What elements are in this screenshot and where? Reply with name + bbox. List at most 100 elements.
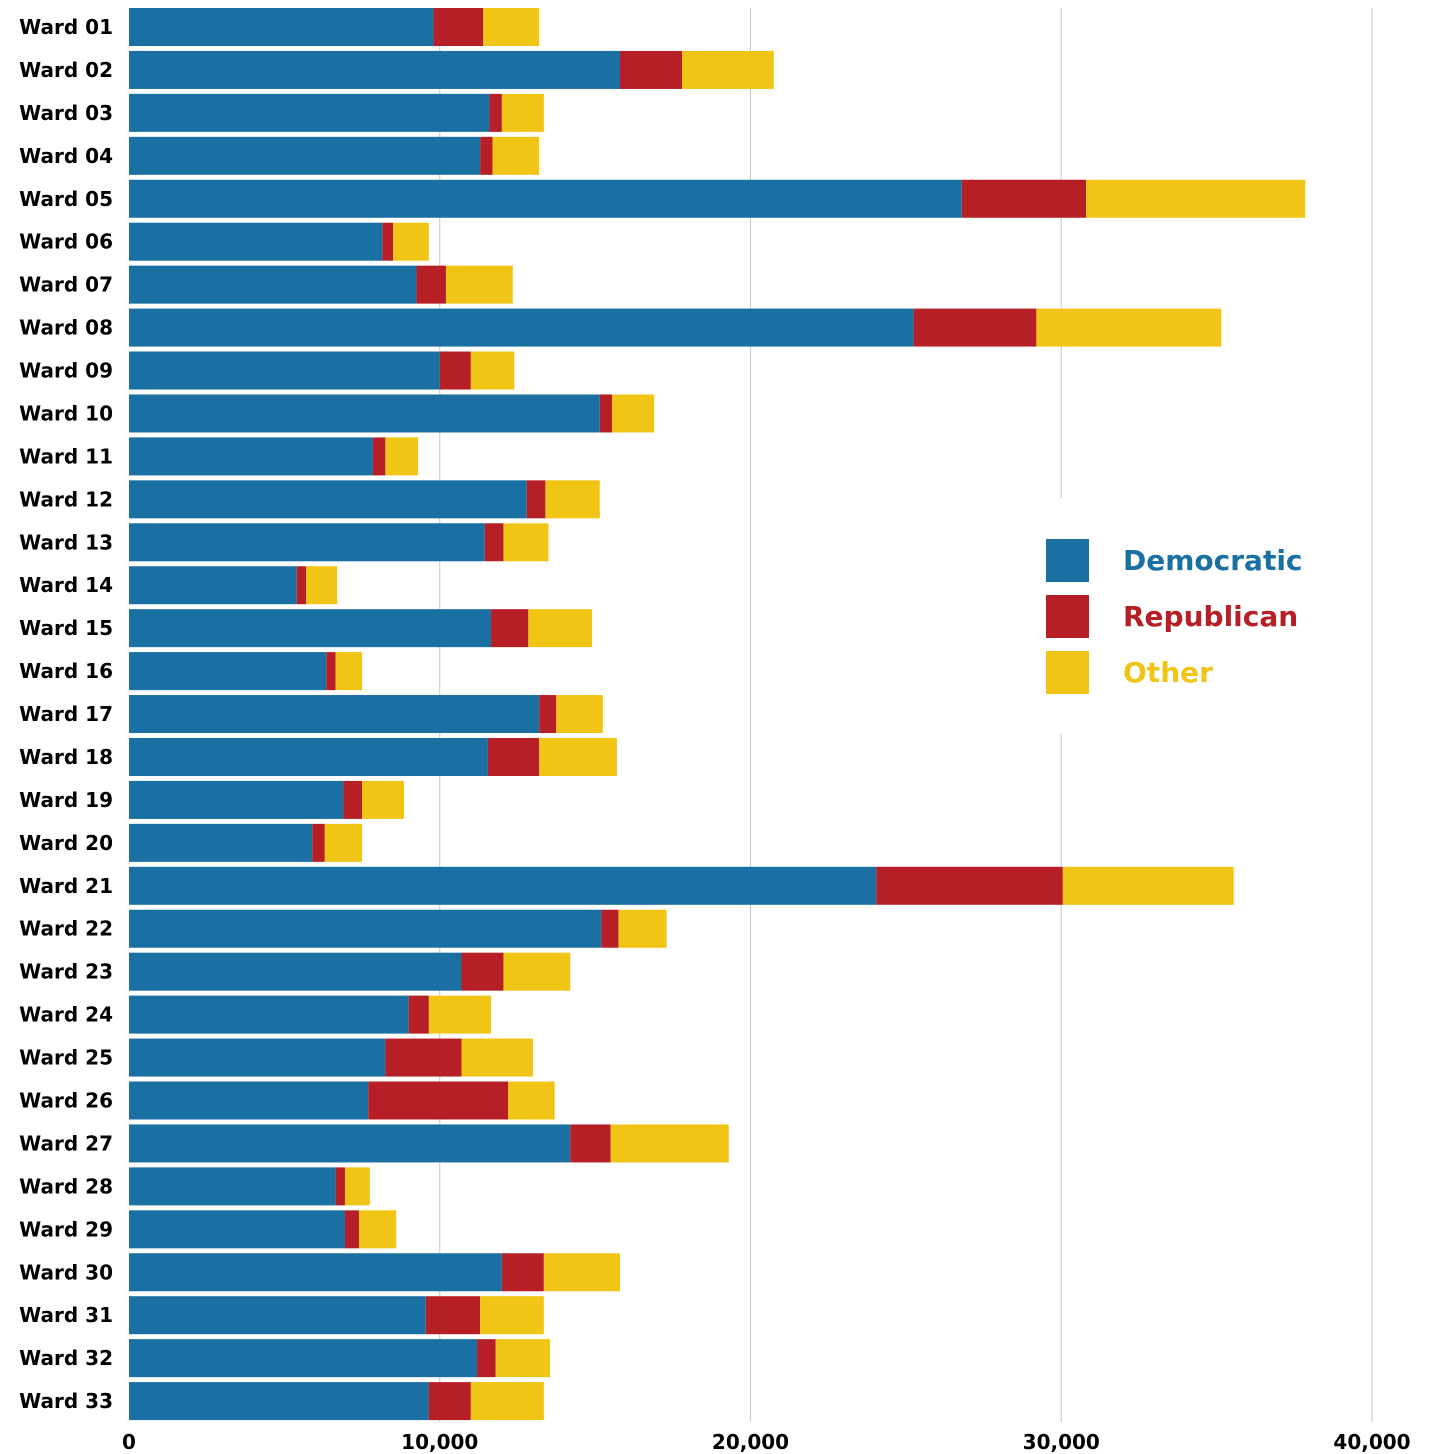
category-label: Ward 14 <box>19 573 113 597</box>
legend-swatch-republican <box>1046 594 1089 638</box>
category-label: Ward 33 <box>19 1389 113 1413</box>
bar-republican <box>372 437 386 476</box>
bar-democratic <box>129 1339 478 1378</box>
bar-democratic <box>129 1081 369 1120</box>
bar-democratic <box>129 523 485 562</box>
bar-democratic <box>129 952 462 991</box>
category-label: Ward 13 <box>19 530 113 554</box>
bar-republican <box>461 952 504 991</box>
category-label: Ward 28 <box>19 1174 113 1198</box>
category-label: Ward 32 <box>19 1346 113 1370</box>
bar-other <box>428 995 492 1034</box>
bar-republican <box>913 308 1037 347</box>
legend-swatch-democratic <box>1046 538 1089 582</box>
bar-republican <box>539 695 557 734</box>
category-label: Ward 29 <box>19 1217 113 1241</box>
bar-republican <box>344 1210 359 1249</box>
category-label: Ward 18 <box>19 745 113 769</box>
bar-other <box>682 50 774 89</box>
bar-democratic <box>129 566 297 605</box>
bar-democratic <box>129 1038 386 1077</box>
bar-republican <box>619 50 683 89</box>
category-label: Ward 02 <box>19 58 113 82</box>
bar-republican <box>408 995 429 1034</box>
x-tick-label: 30,000 <box>1023 1430 1100 1454</box>
category-label: Ward 06 <box>19 230 113 254</box>
bar-other <box>618 909 667 948</box>
bar-republican <box>526 480 546 519</box>
bar-democratic <box>129 695 540 734</box>
category-label: Ward 12 <box>19 487 113 511</box>
bar-other <box>543 1253 620 1292</box>
bar-democratic <box>129 1124 571 1163</box>
bar-other <box>344 1167 370 1206</box>
bars <box>129 8 1306 1421</box>
bar-republican <box>480 136 493 175</box>
bar-democratic <box>129 480 527 519</box>
bar-republican <box>428 1382 471 1421</box>
bar-democratic <box>129 823 313 862</box>
bar-democratic <box>129 437 373 476</box>
category-label: Ward 16 <box>19 659 113 683</box>
legend-label-republican: Republican <box>1123 599 1299 633</box>
bar-republican <box>335 1167 345 1206</box>
bar-other <box>503 523 549 562</box>
category-label: Ward 24 <box>19 1003 113 1027</box>
bar-other <box>362 780 405 819</box>
bar-republican <box>961 179 1087 218</box>
bar-democratic <box>129 8 434 46</box>
bar-democratic <box>129 265 417 304</box>
category-label: Ward 30 <box>19 1260 113 1284</box>
bar-republican <box>385 1038 462 1077</box>
bar-other <box>612 394 655 433</box>
bar-other <box>1086 179 1306 218</box>
category-label: Ward 21 <box>19 874 113 898</box>
bar-democratic <box>129 136 481 175</box>
legend-item-republican: Republican <box>1046 594 1303 638</box>
bar-other <box>610 1124 729 1163</box>
bar-republican <box>876 866 1063 905</box>
bar-democratic <box>129 1210 345 1249</box>
category-label: Ward 09 <box>19 359 113 383</box>
bar-democratic <box>129 1253 502 1292</box>
bar-republican <box>326 652 336 691</box>
bar-other <box>385 437 418 476</box>
category-label: Ward 03 <box>19 101 113 125</box>
x-axis-tick-labels: 0 10,000 20,000 30,000 40,000 <box>122 1430 1411 1454</box>
legend-item-democratic: Democratic <box>1046 538 1303 582</box>
legend-swatch-other <box>1046 650 1089 694</box>
bar-democratic <box>129 909 602 948</box>
bar-other <box>501 93 544 132</box>
bar-other <box>461 1038 533 1077</box>
bar-other <box>480 1296 544 1335</box>
category-label: Ward 04 <box>19 144 113 168</box>
bar-democratic <box>129 1382 429 1421</box>
bar-other <box>470 1382 544 1421</box>
bar-republican <box>425 1296 481 1335</box>
bar-republican <box>601 909 619 948</box>
bar-republican <box>343 780 363 819</box>
bar-democratic <box>129 351 440 390</box>
bar-democratic <box>129 780 344 819</box>
bar-other <box>503 952 571 991</box>
category-label: Ward 11 <box>19 444 113 468</box>
bar-other <box>539 737 617 776</box>
category-label: Ward 27 <box>19 1131 113 1155</box>
legend-item-other: Other <box>1046 650 1303 694</box>
category-label: Ward 22 <box>19 917 113 941</box>
bar-other <box>1036 308 1222 347</box>
bar-republican <box>487 737 540 776</box>
bar-republican <box>416 265 446 304</box>
bar-other <box>324 823 363 862</box>
bar-republican <box>489 93 502 132</box>
x-tick-label: 20,000 <box>712 1430 789 1454</box>
bar-republican <box>491 609 529 648</box>
category-label: Ward 23 <box>19 960 113 984</box>
bar-other <box>556 695 603 734</box>
category-label: Ward 17 <box>19 702 113 726</box>
bar-other <box>335 652 363 691</box>
category-labels: Ward 01 Ward 02 Ward 03 Ward 04 Ward 05 Ward … <box>19 15 113 1413</box>
bar-democratic <box>129 50 620 89</box>
bar-republican <box>484 523 504 562</box>
